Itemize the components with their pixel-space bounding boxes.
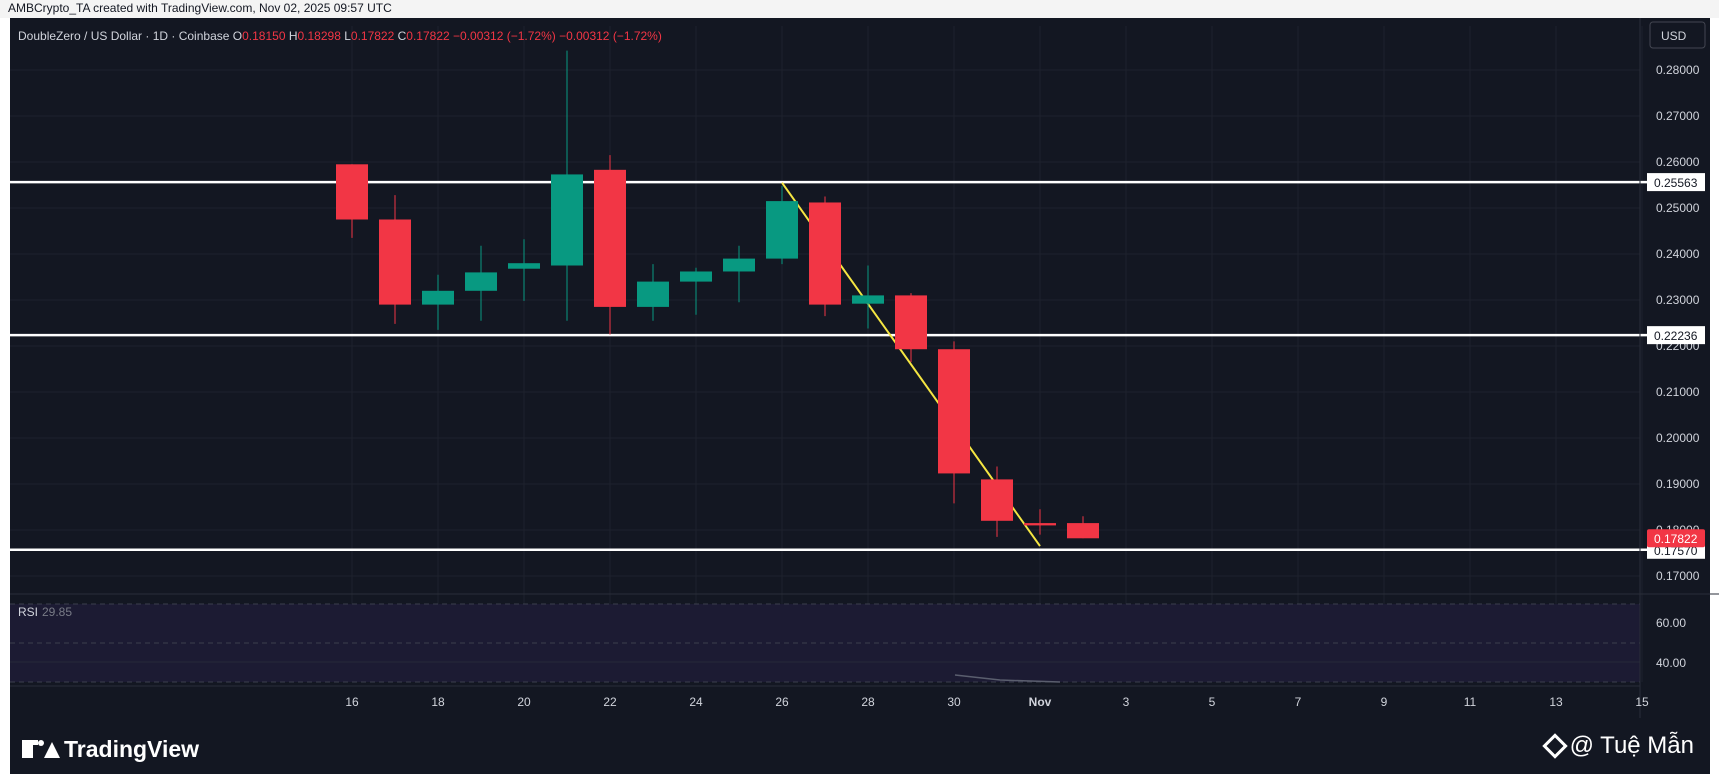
candle-body xyxy=(379,219,411,305)
candle-body xyxy=(637,281,669,307)
price-tick: 0.24000 xyxy=(1656,247,1700,261)
candle-body xyxy=(336,164,368,220)
candle-body xyxy=(680,271,712,282)
candle-body xyxy=(981,479,1013,521)
time-tick: 16 xyxy=(345,695,359,709)
time-tick: 24 xyxy=(689,695,703,709)
legend-text: DoubleZero / US Dollar · 1D · Coinbase O… xyxy=(18,29,662,43)
candle-body xyxy=(766,201,798,259)
time-tick: 15 xyxy=(1635,695,1649,709)
level-label: 0.22236 xyxy=(1654,329,1698,343)
time-tick: 28 xyxy=(861,695,875,709)
header-text: AMBCrypto_TA created with TradingView.co… xyxy=(8,1,392,15)
price-chart[interactable]: RSI 29.85 60.00 40.00 0.28000 0.27000 0.26000… xyxy=(0,0,1719,718)
candle-body xyxy=(809,202,841,305)
candle-body xyxy=(1024,523,1056,526)
time-tick: 3 xyxy=(1123,695,1130,709)
candle-body xyxy=(938,349,970,474)
price-tick: 0.19000 xyxy=(1656,477,1700,491)
time-tick: 7 xyxy=(1295,695,1302,709)
price-tick: 0.27000 xyxy=(1656,109,1700,123)
time-tick: Nov xyxy=(1029,695,1052,709)
price-tick: 0.26000 xyxy=(1656,155,1700,169)
candle-body xyxy=(723,258,755,272)
rsi-tick: 60.00 xyxy=(1656,616,1686,630)
candle-body xyxy=(465,272,497,291)
candle-body xyxy=(1067,523,1099,539)
time-tick: 30 xyxy=(947,695,961,709)
binance-diamond-icon xyxy=(1541,733,1568,759)
currency-box xyxy=(1649,21,1706,49)
rsi-line xyxy=(954,674,1061,683)
legend: DoubleZero / US Dollar · 1D · Coinbase O… xyxy=(18,29,662,43)
chart-frame xyxy=(10,18,1710,718)
rsi-pane: RSI 29.85 60.00 40.00 xyxy=(10,593,1719,683)
credit-text: @ Tuệ Mẫn xyxy=(1569,732,1694,759)
time-axis[interactable]: 16 18 20 22 24 26 28 30 Nov 3 5 7 9 11 13 15 xyxy=(10,685,1649,709)
time-tick: 22 xyxy=(603,695,617,709)
credit: @ Tuệ Mẫn xyxy=(1541,732,1694,760)
grid xyxy=(10,26,1643,682)
rsi-value: 29.85 xyxy=(42,605,72,619)
footer-bar: TradingView @ Tuệ Mẫn xyxy=(10,718,1710,774)
tradingview-logo-icon xyxy=(22,739,60,760)
candle-body xyxy=(508,263,540,269)
candle-body xyxy=(551,174,583,266)
brand-text: TradingView xyxy=(64,736,200,762)
tradingview-logo: TradingView xyxy=(22,736,199,763)
price-tick: 0.25000 xyxy=(1656,201,1700,215)
rsi-label: RSI xyxy=(18,605,38,619)
candle-body xyxy=(852,295,884,304)
level-label-box xyxy=(1647,173,1705,192)
level-label: 0.25563 xyxy=(1654,176,1698,190)
candles xyxy=(336,50,1099,539)
price-tick: 0.20000 xyxy=(1656,431,1700,445)
price-tick: 0.21000 xyxy=(1656,385,1700,399)
time-tick: 5 xyxy=(1209,695,1216,709)
candle-body xyxy=(422,290,454,305)
currency-label: USD xyxy=(1661,29,1687,43)
level-label: 0.17570 xyxy=(1654,544,1698,558)
time-tick: 11 xyxy=(1464,695,1477,709)
candle-body xyxy=(895,295,927,350)
level-label-box xyxy=(1647,326,1705,345)
time-tick: 20 xyxy=(517,695,531,709)
time-tick: 26 xyxy=(775,695,789,709)
price-tick: 0.23000 xyxy=(1656,293,1700,307)
time-tick: 9 xyxy=(1381,695,1388,709)
header-bar: AMBCrypto_TA created with TradingView.co… xyxy=(0,0,1719,18)
time-tick: 18 xyxy=(431,695,445,709)
current-price-label: 0.17822 xyxy=(1654,532,1698,546)
current-price-box xyxy=(1647,529,1705,548)
price-axis[interactable]: 0.28000 0.27000 0.26000 0.25000 0.24000 0.230… xyxy=(1639,18,1706,718)
price-tick: 0.17000 xyxy=(1656,569,1700,583)
rsi-tick: 40.00 xyxy=(1656,656,1686,670)
price-tick: 0.28000 xyxy=(1656,63,1700,77)
candle-body xyxy=(594,169,626,307)
horizontal-levels[interactable] xyxy=(10,180,1647,552)
time-tick: 13 xyxy=(1549,695,1563,709)
